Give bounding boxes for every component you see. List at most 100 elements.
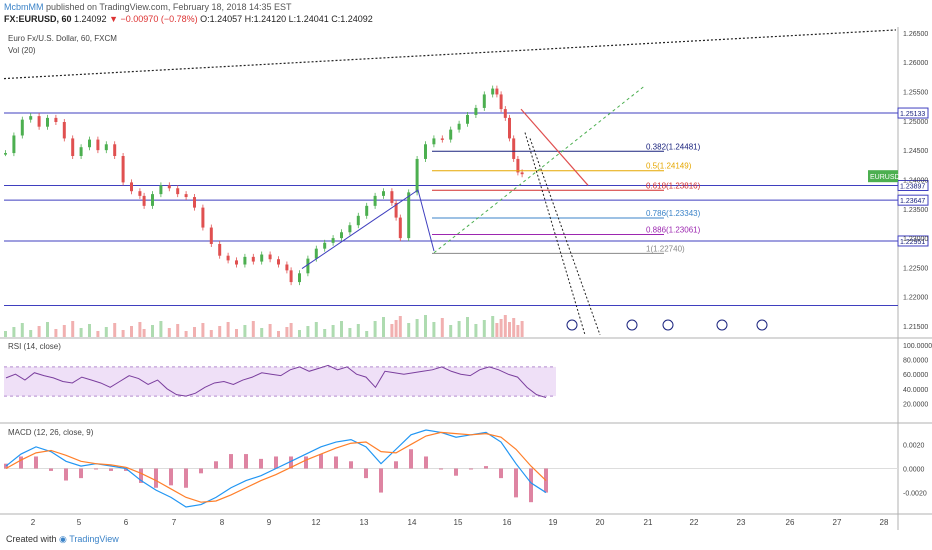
volume-bar bbox=[516, 325, 520, 337]
candle bbox=[394, 202, 398, 218]
x-tick-label: 23 bbox=[737, 518, 746, 527]
volume-bars bbox=[4, 315, 524, 337]
macd-histogram-bar bbox=[19, 456, 23, 469]
symbol-info: FX:EURUSD, 60 1.24092 ▼ −0.00970 (−0.78%… bbox=[4, 14, 373, 24]
candle bbox=[167, 185, 171, 189]
volume-bar bbox=[4, 331, 7, 337]
y-tick-label: 1.22500 bbox=[903, 265, 928, 272]
x-tick-label: 27 bbox=[833, 518, 842, 527]
macd-histogram-bar bbox=[349, 461, 353, 469]
publish-info: McbmMM published on TradingView.com, Feb… bbox=[4, 2, 292, 12]
candle bbox=[520, 172, 524, 175]
author-link[interactable]: McbmMM bbox=[4, 2, 44, 12]
economic-event-icon bbox=[626, 319, 638, 331]
macd-histogram-bar bbox=[184, 468, 188, 488]
macd-histogram-bar bbox=[514, 468, 518, 498]
macd-tick-label: 0.0000 bbox=[903, 467, 925, 474]
candle bbox=[138, 191, 142, 196]
candle bbox=[491, 88, 495, 95]
candle bbox=[440, 138, 444, 140]
macd-histogram-bar bbox=[109, 468, 113, 471]
x-tick-label: 13 bbox=[360, 518, 369, 527]
macd-tick-label: 0.0020 bbox=[903, 442, 925, 449]
volume-bar bbox=[159, 321, 163, 337]
candle bbox=[415, 158, 419, 193]
volume-bar bbox=[184, 331, 188, 337]
volume-bar bbox=[482, 320, 486, 337]
x-tick-label: 19 bbox=[549, 518, 558, 527]
symbol-name: FX:EURUSD, 60 bbox=[4, 14, 72, 24]
macd-histogram-bar bbox=[244, 454, 248, 469]
x-tick-label: 9 bbox=[267, 518, 272, 527]
volume-bar bbox=[37, 326, 41, 337]
volume-bar bbox=[432, 322, 436, 337]
volume-bar bbox=[390, 324, 394, 337]
rsi-tick-label: 40.0000 bbox=[903, 387, 928, 394]
x-tick-label: 21 bbox=[644, 518, 653, 527]
candle bbox=[209, 227, 213, 244]
candle bbox=[298, 273, 301, 283]
candle bbox=[457, 123, 461, 130]
volume-bar bbox=[289, 323, 293, 337]
volume-bar bbox=[277, 331, 280, 337]
candle bbox=[449, 129, 453, 140]
created-with: Created with bbox=[6, 534, 57, 544]
level-price-label: 1.23647 bbox=[900, 198, 925, 205]
candle bbox=[46, 117, 49, 127]
candle bbox=[499, 94, 503, 110]
price-change: −0.00970 (−0.78%) bbox=[120, 14, 198, 24]
rsi-tick-label: 80.0000 bbox=[903, 358, 928, 365]
volume-bar bbox=[449, 325, 453, 337]
macd-histogram-bar bbox=[274, 456, 278, 469]
candle bbox=[104, 144, 108, 151]
candle bbox=[62, 121, 66, 139]
candle bbox=[88, 139, 91, 148]
y-tick-label: 1.26000 bbox=[903, 60, 928, 67]
candle bbox=[331, 238, 335, 243]
candle bbox=[390, 191, 394, 203]
y-tick-label: 1.22000 bbox=[903, 295, 928, 302]
volume-bar bbox=[382, 317, 385, 337]
candle bbox=[176, 188, 180, 195]
y-tick-label: 1.25000 bbox=[903, 119, 928, 126]
volume-bar bbox=[508, 322, 511, 337]
candle bbox=[268, 254, 272, 260]
candle bbox=[113, 144, 117, 157]
volume-bar bbox=[306, 326, 310, 337]
candle bbox=[466, 114, 469, 124]
volume-bar bbox=[323, 329, 327, 337]
candle bbox=[151, 194, 154, 206]
tradingview-link[interactable]: TradingView bbox=[69, 534, 119, 544]
volume-bar bbox=[104, 327, 108, 337]
main-pane-title: Euro Fx/U.S. Dollar, 60, FXCM bbox=[8, 34, 117, 43]
volume-bar bbox=[71, 321, 75, 337]
volume-bar bbox=[176, 324, 180, 337]
level-price-tag bbox=[897, 107, 929, 119]
volume-bar bbox=[373, 321, 377, 337]
macd-histogram-bar bbox=[484, 466, 488, 469]
macd-histogram-bar bbox=[49, 468, 53, 471]
rsi-tick-label: 100.0000 bbox=[903, 343, 932, 350]
macd-histogram-bar bbox=[64, 468, 68, 481]
candle bbox=[516, 158, 520, 173]
volume-bar bbox=[298, 330, 301, 337]
fib-level-label: 1(1.22740) bbox=[646, 244, 685, 253]
candle bbox=[503, 109, 507, 118]
x-tick-label: 14 bbox=[408, 518, 417, 527]
x-tick-label: 15 bbox=[454, 518, 463, 527]
volume-bar bbox=[365, 331, 369, 337]
macd-histogram-bar bbox=[199, 468, 203, 474]
rsi-line bbox=[5, 364, 547, 399]
volume-bar bbox=[268, 324, 272, 337]
volume-bar bbox=[20, 323, 24, 337]
y-tick-label: 1.24500 bbox=[903, 148, 928, 155]
macd-histogram-bar bbox=[259, 458, 263, 469]
x-tick-label: 7 bbox=[172, 518, 177, 527]
candle bbox=[398, 217, 402, 239]
macd-histogram-bar bbox=[439, 468, 443, 470]
volume-bar bbox=[407, 323, 411, 337]
y-tick-label: 1.23000 bbox=[903, 236, 928, 243]
volume-bar bbox=[96, 331, 100, 337]
volume-bar bbox=[285, 327, 289, 337]
